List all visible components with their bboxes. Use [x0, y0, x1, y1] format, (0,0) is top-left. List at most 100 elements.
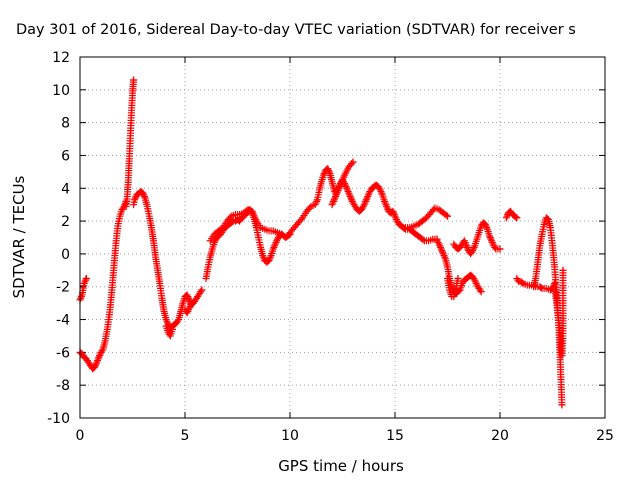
data-point — [486, 232, 493, 240]
data-point — [342, 183, 350, 191]
data-point — [162, 316, 170, 324]
data-point — [270, 243, 278, 251]
data-point — [259, 253, 267, 261]
data-point — [187, 301, 195, 309]
data-point — [482, 222, 490, 230]
data-point — [266, 253, 274, 261]
data-point — [487, 235, 495, 243]
x-tick-label: 25 — [596, 428, 614, 444]
data-point — [183, 309, 191, 317]
data-point — [363, 194, 371, 202]
data-point — [348, 196, 356, 204]
data-point — [343, 184, 351, 192]
data-point — [462, 242, 470, 250]
data-point — [472, 278, 479, 286]
data-point — [184, 293, 192, 301]
data-point — [471, 276, 479, 284]
data-point — [98, 347, 106, 355]
data-point — [437, 243, 444, 251]
data-point — [558, 401, 566, 409]
data-point — [186, 302, 194, 310]
y-tick-label: 12 — [52, 50, 70, 66]
data-point — [82, 275, 90, 283]
data-point — [390, 211, 398, 219]
data-point — [271, 242, 279, 250]
data-point — [381, 199, 389, 207]
data-point — [378, 189, 386, 197]
x-tick-label: 10 — [281, 428, 299, 444]
data-point — [362, 196, 370, 204]
data-point — [325, 166, 332, 174]
data-point — [344, 188, 352, 196]
data-point — [381, 197, 388, 205]
data-point — [438, 247, 446, 255]
y-tick-label: 10 — [52, 83, 70, 99]
data-point — [332, 192, 339, 200]
data-point — [346, 191, 353, 199]
data-point — [503, 212, 511, 220]
data-point — [439, 248, 447, 256]
data-point — [131, 194, 139, 202]
data-point — [163, 317, 171, 325]
data-point — [197, 288, 205, 296]
axis-ticks: 0 5 10 15 20 25 -10 -8 -6 -4 -2 0 2 4 6 8 10 12 — [47, 50, 614, 444]
data-point — [476, 286, 484, 294]
y-tick-label: -6 — [56, 345, 70, 361]
data-point — [266, 255, 274, 263]
data-point — [345, 189, 353, 197]
data-point — [360, 201, 368, 209]
data-point — [364, 191, 372, 199]
data-point — [334, 184, 342, 192]
y-tick-label: 8 — [61, 116, 70, 132]
x-axis-label: GPS time / hours — [278, 457, 404, 475]
data-point — [347, 194, 355, 202]
data-point — [269, 245, 277, 253]
chart-title: Day 301 of 2016, Sidereal Day-to-day VTE… — [16, 22, 576, 38]
data-point — [341, 181, 349, 189]
data-point — [271, 240, 279, 248]
data-point — [185, 306, 192, 314]
data-point — [130, 76, 138, 84]
data-point — [460, 237, 468, 245]
data-point — [228, 218, 236, 226]
data-point — [324, 165, 332, 173]
plot-frame — [79, 56, 606, 419]
data-point — [514, 276, 522, 284]
data-point — [122, 199, 129, 207]
data-point — [94, 357, 101, 365]
data-point — [436, 242, 444, 250]
data-point — [441, 253, 449, 261]
data-point — [174, 317, 182, 325]
data-point — [488, 238, 496, 246]
data-point — [512, 213, 520, 221]
data-point — [139, 189, 147, 197]
data-point — [483, 224, 491, 232]
data-point — [469, 245, 477, 253]
data-point — [272, 238, 280, 246]
data-point — [442, 211, 450, 219]
data-point — [185, 294, 192, 302]
data-point — [537, 284, 545, 292]
data-point — [265, 256, 273, 264]
data-point — [383, 204, 391, 212]
data-point — [389, 207, 397, 215]
data-point — [361, 199, 369, 207]
data-point — [330, 196, 338, 204]
y-tick-label: 6 — [61, 148, 70, 164]
data-point — [362, 197, 370, 205]
y-tick-label: -8 — [56, 378, 70, 394]
data-point — [346, 192, 354, 200]
data-point — [140, 191, 148, 199]
data-point — [400, 224, 408, 232]
data-point — [311, 201, 319, 209]
y-tick-label: 4 — [61, 181, 70, 197]
data-point — [419, 236, 427, 244]
data-point — [461, 238, 469, 246]
data-point — [491, 243, 499, 251]
data-point — [488, 237, 496, 245]
data-point — [469, 247, 477, 255]
data-point — [437, 245, 445, 253]
data-point — [329, 197, 337, 205]
data-point — [377, 188, 385, 196]
